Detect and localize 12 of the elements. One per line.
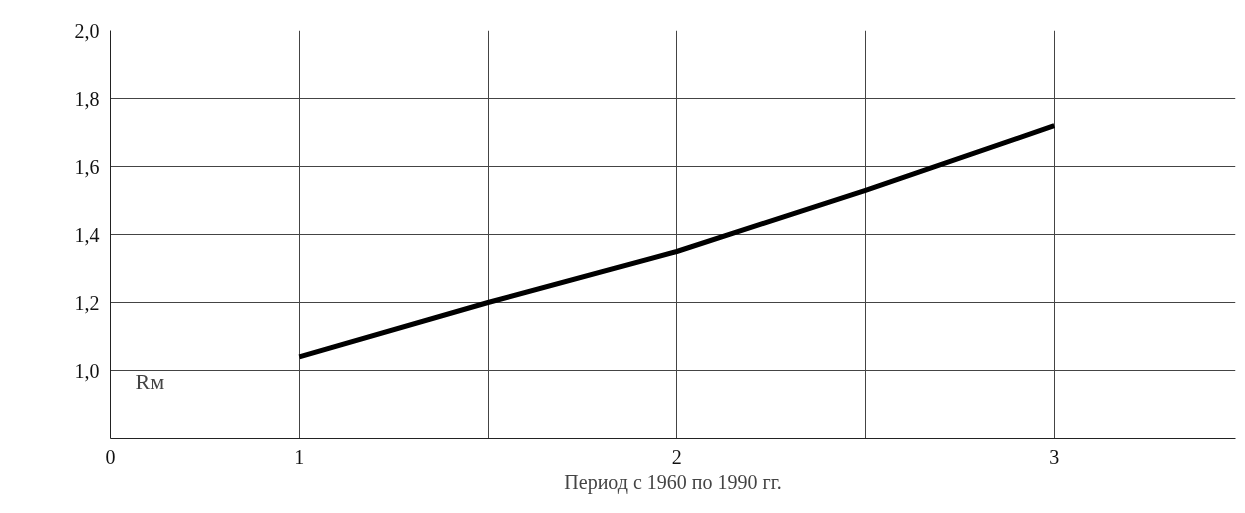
y-tick-label: 1,4 xyxy=(74,223,100,246)
y-tick-label: 2,0 xyxy=(74,19,100,42)
x-tick-label: 1 xyxy=(294,445,305,468)
y-tick-label: 1,2 xyxy=(74,291,100,314)
x-axis-title: Период с 1960 по 1990 гг. xyxy=(564,470,782,494)
y-tick-label: 1,6 xyxy=(74,155,100,178)
x-tick-label: 3 xyxy=(1049,445,1060,468)
x-tick-label: 0 xyxy=(105,445,116,468)
y-tick-label: 1,0 xyxy=(74,359,100,382)
y-axis-title: Rм xyxy=(135,368,165,394)
x-tick-label: 2 xyxy=(671,445,682,468)
y-tick-label: 1,8 xyxy=(74,87,100,110)
